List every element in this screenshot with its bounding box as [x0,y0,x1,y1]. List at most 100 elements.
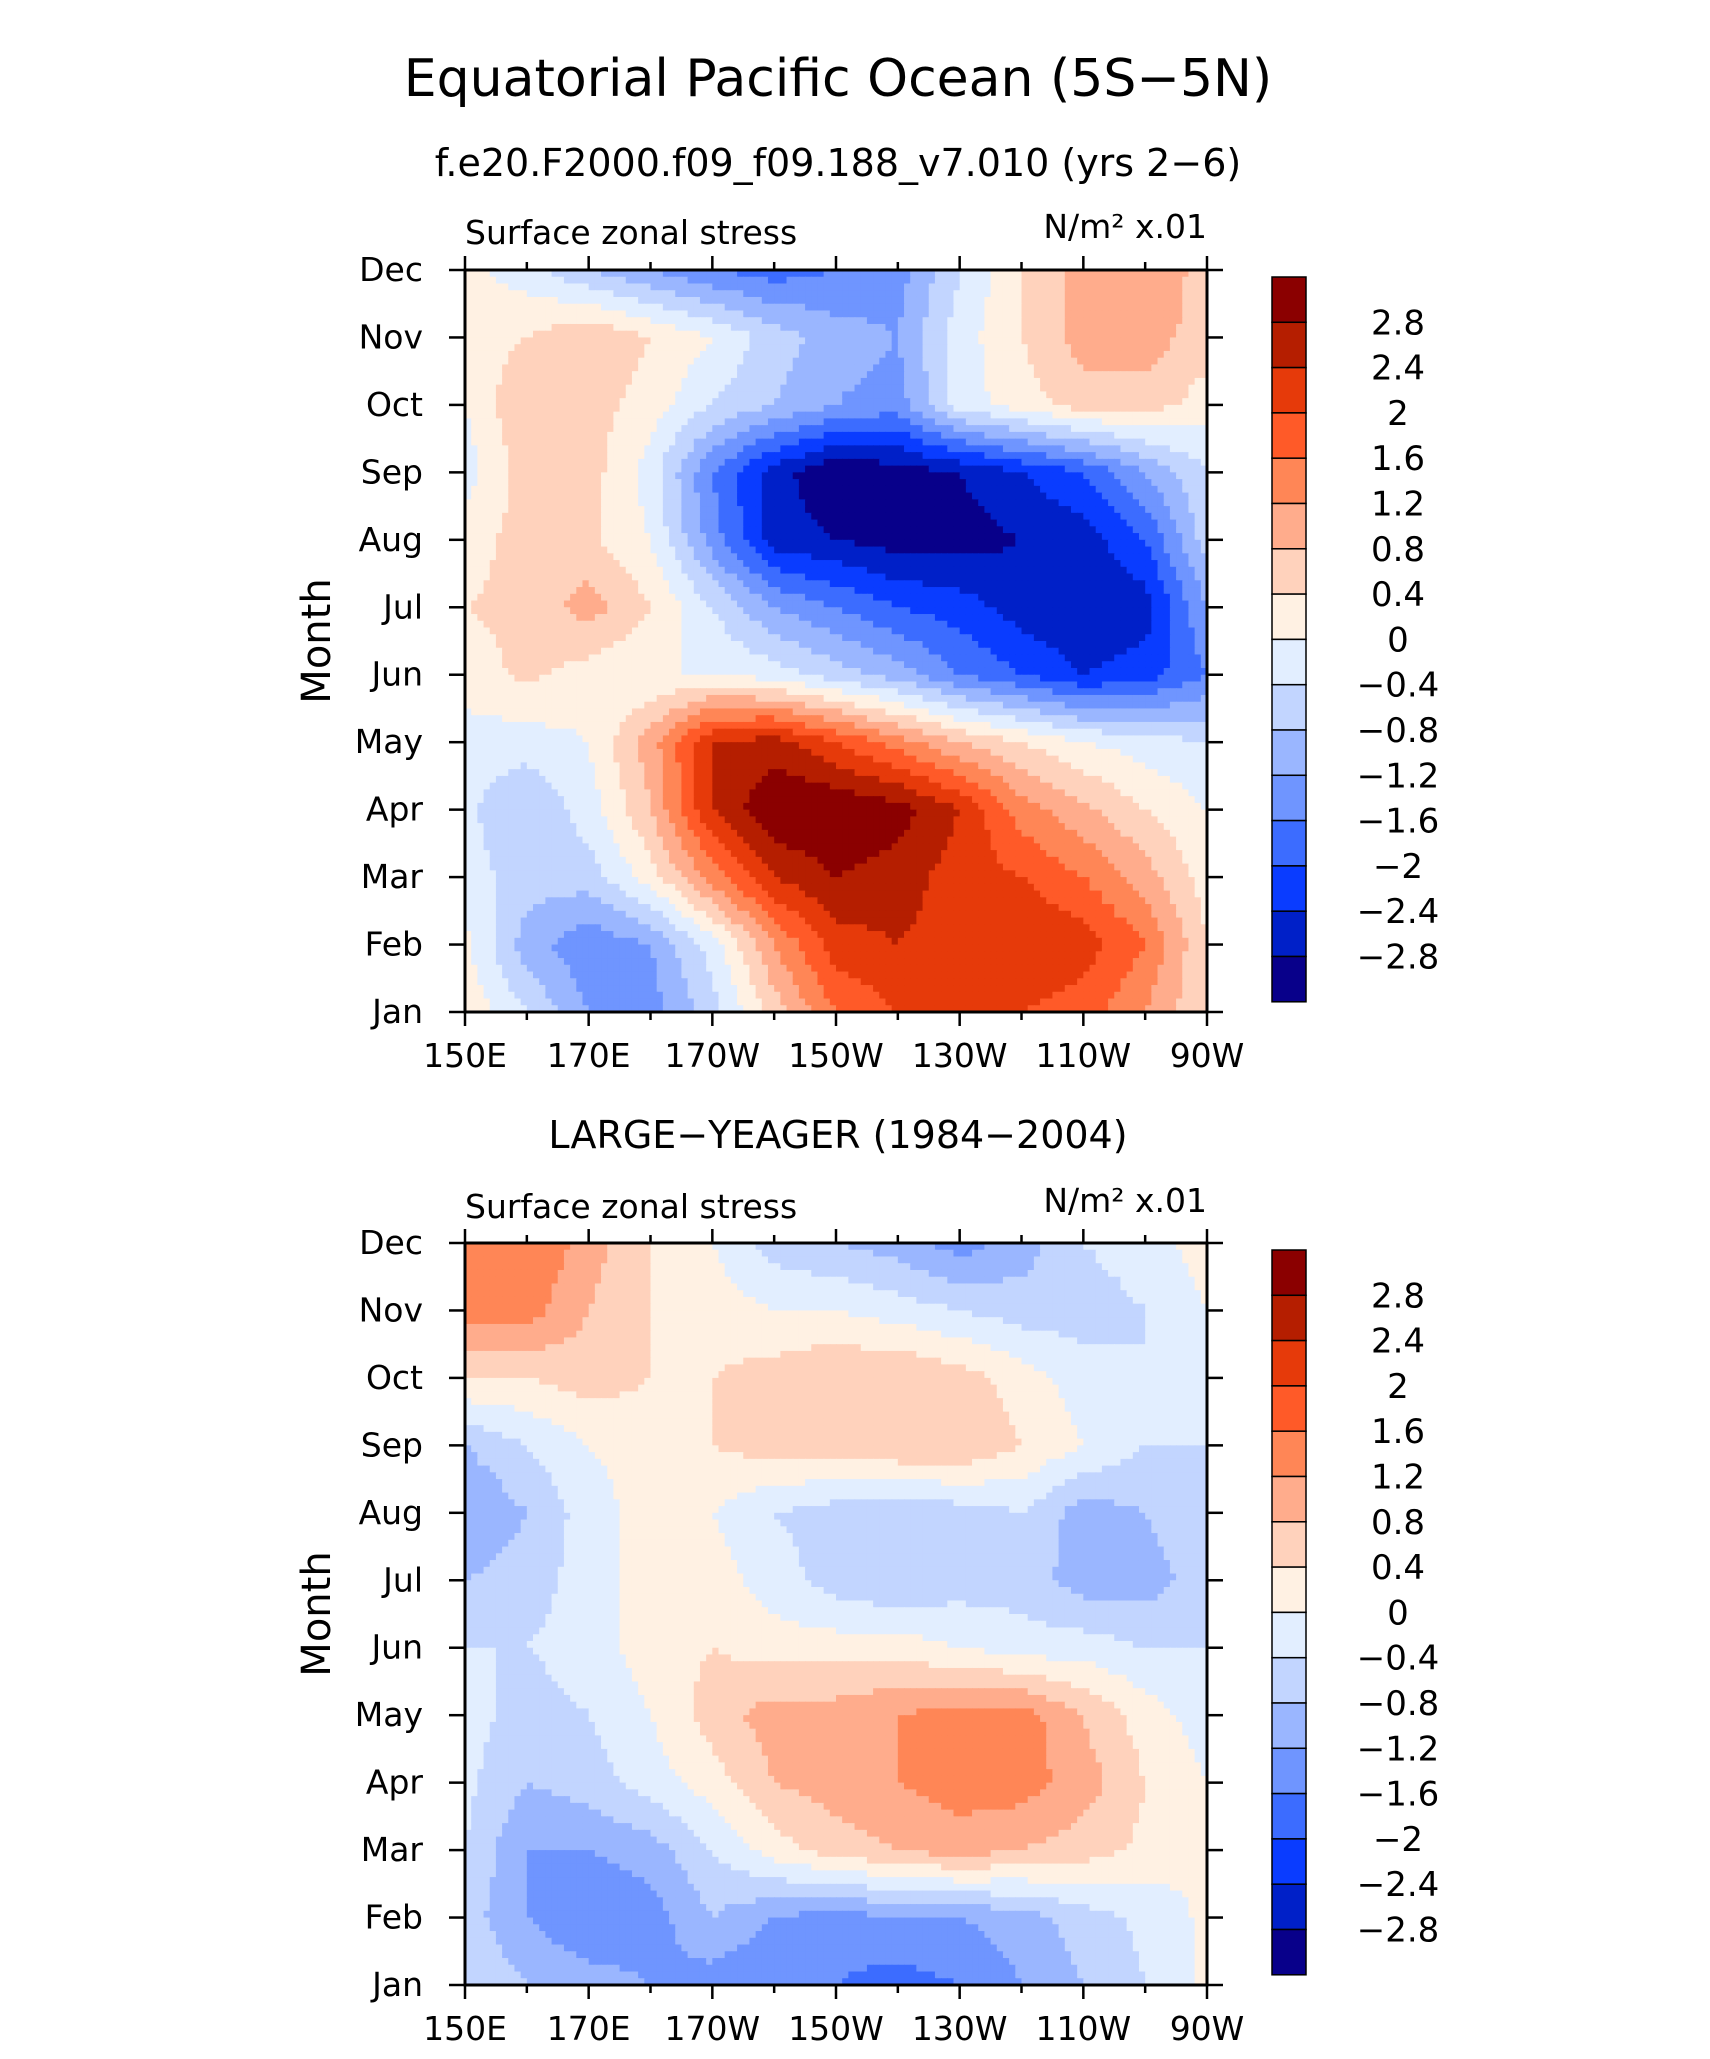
contour-cell [594,411,602,420]
contour-cell [625,452,633,460]
contour-cell [897,377,905,386]
contour-cell [798,519,806,528]
contour-cell [533,485,540,494]
contour-cell [570,398,577,406]
contour-cell [1021,310,1029,318]
contour-cell [916,445,924,453]
contour-cell [508,445,516,453]
contour-cell [712,533,720,541]
contour-cell [1077,499,1085,507]
contour-cell [607,546,615,555]
contour-cell [477,506,485,514]
contour-cell [1108,276,1115,285]
contour-cell [502,499,509,507]
contour-cell [761,425,769,433]
contour-cell [495,391,503,399]
contour-cell [916,350,924,359]
contour-cell [638,519,646,528]
contour-cell [928,377,936,386]
contour-cell [656,290,664,298]
contour-cell [910,485,918,494]
contour-cell [1114,438,1122,447]
contour-cell [922,506,930,514]
contour-cell [1083,404,1091,413]
contour-cell [1114,357,1122,366]
contour-cell [854,364,862,372]
contour-cell [1064,438,1072,447]
contour-cell [941,310,948,318]
contour-cell [990,391,998,399]
contour-cell [1015,465,1023,474]
contour-cell [842,472,850,480]
contour-cell [650,472,658,480]
contour-cell [836,391,843,399]
contour-cell [1015,479,1023,487]
contour-cell [619,445,627,453]
contour-cell [904,458,911,467]
contour-cell [656,533,664,541]
contour-cell [625,539,633,548]
contour-cell [780,512,788,521]
contour-cell [1126,519,1134,528]
contour-cell [718,472,726,480]
contour-cell [737,344,744,352]
contour-cell [749,276,757,285]
contour-cell [471,519,479,528]
contour-cell [1200,438,1207,447]
contour-cell [570,479,577,487]
contour-cell [965,472,973,480]
contour-cell [1027,330,1035,339]
contour-cell [650,465,658,474]
contour-cell [1077,458,1085,467]
contour-cell [1095,398,1103,406]
contour-cell [767,438,775,447]
contour-cell [638,404,646,413]
contour-cell [619,519,627,528]
contour-cell [1163,445,1171,453]
contour-cell [854,357,862,366]
contour-cell [1027,411,1035,420]
contour-cell [514,384,522,393]
contour-cell [1188,377,1196,386]
contour-cell [842,533,850,541]
contour-cell [1070,539,1078,548]
contour-cell [1120,512,1128,521]
contour-cell [650,418,658,426]
contour-cell [1126,276,1134,285]
contour-cell [953,283,961,291]
contour-cell [885,290,893,298]
contour-cell [718,384,726,393]
contour-cell [495,384,503,393]
contour-cell [1200,465,1207,474]
contour-cell [1046,364,1054,372]
contour-cell [588,296,596,305]
contour-cell [1046,310,1054,318]
contour-cell [737,458,744,467]
contour-cell [817,411,825,420]
contour-cell [631,546,639,555]
contour-cell [1200,519,1207,528]
contour-cell [743,330,751,339]
contour-cell [916,310,924,318]
contour-cell [477,438,485,447]
contour-cell [1064,418,1072,426]
contour-cell [508,539,516,548]
contour-cell [712,384,720,393]
contour-cell [619,344,627,352]
contour-cell [465,364,472,372]
contour-cell [557,276,565,285]
contour-cell [1021,418,1029,426]
contour-cell [829,533,837,541]
contour-cell [860,452,868,460]
contour-cell [928,458,936,467]
contour-cell [823,398,831,406]
contour-cell [786,499,794,507]
contour-cell [959,270,967,278]
contour-cell [576,384,584,393]
contour-cell [904,270,911,278]
contour-cell [718,485,726,494]
contour-cell [570,452,577,460]
contour-cell [965,344,973,352]
contour-cell [1058,283,1066,291]
contour-cell [885,465,893,474]
